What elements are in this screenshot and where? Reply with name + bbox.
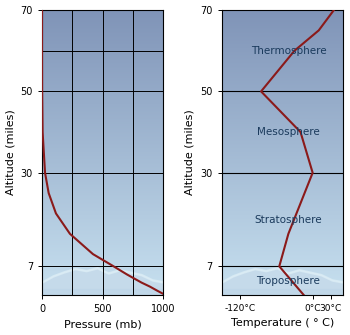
Y-axis label: Altitude (miles): Altitude (miles)	[185, 110, 195, 195]
Text: Stratosphere: Stratosphere	[254, 214, 322, 224]
Text: Troposphere: Troposphere	[257, 276, 320, 285]
Y-axis label: Altitude (miles): Altitude (miles)	[5, 110, 15, 195]
Text: Thermosphere: Thermosphere	[251, 46, 326, 56]
X-axis label: Pressure (mb): Pressure (mb)	[64, 319, 141, 329]
Text: Mesosphere: Mesosphere	[257, 127, 320, 137]
X-axis label: Temperature ( ° C): Temperature ( ° C)	[231, 318, 334, 328]
